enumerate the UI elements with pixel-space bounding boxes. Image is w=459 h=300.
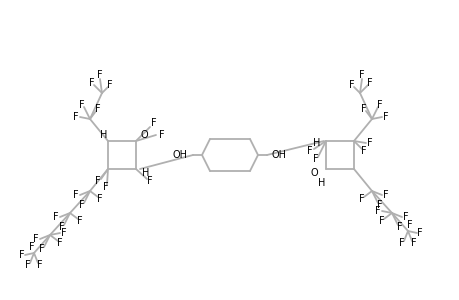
Text: F: F [348,80,354,90]
Text: F: F [77,216,83,226]
Text: F: F [79,100,84,110]
Text: F: F [307,146,312,156]
Text: F: F [360,104,366,114]
Text: F: F [73,112,78,122]
Text: F: F [103,182,109,192]
Text: F: F [398,238,404,248]
Text: F: F [402,212,408,222]
Text: F: F [396,222,402,232]
Text: F: F [416,228,422,238]
Text: F: F [313,154,318,164]
Text: F: F [59,222,65,232]
Text: F: F [360,146,366,156]
Text: F: F [97,70,103,80]
Text: F: F [375,206,380,216]
Text: F: F [79,200,84,210]
Text: F: F [382,190,388,200]
Text: F: F [366,138,372,148]
Text: F: F [73,190,78,200]
Text: F: F [410,238,416,248]
Text: F: F [95,176,101,186]
Text: F: F [378,216,384,226]
Text: F: F [29,242,35,252]
Text: F: F [358,70,364,80]
Text: O: O [310,168,317,178]
Text: F: F [57,238,63,248]
Text: F: F [376,100,382,110]
Text: F: F [406,220,412,230]
Text: F: F [107,80,112,90]
Text: H: H [100,130,107,140]
Text: F: F [37,260,43,270]
Text: F: F [376,200,382,210]
Text: F: F [358,194,364,204]
Text: F: F [25,260,31,270]
Text: F: F [19,250,25,260]
Text: F: F [61,228,67,238]
Text: F: F [89,78,95,88]
Text: H: H [318,178,325,188]
Text: F: F [33,234,39,244]
Text: F: F [39,244,45,254]
Text: H: H [142,168,149,178]
Text: F: F [53,212,59,222]
Text: F: F [97,194,103,204]
Text: O: O [140,130,147,140]
Text: OH: OH [173,150,188,160]
Text: H: H [312,138,319,148]
Text: F: F [382,112,388,122]
Text: F: F [159,130,164,140]
Text: F: F [366,78,372,88]
Text: OH: OH [271,150,286,160]
Text: F: F [147,176,152,186]
Text: F: F [151,118,157,128]
Text: F: F [95,104,101,114]
